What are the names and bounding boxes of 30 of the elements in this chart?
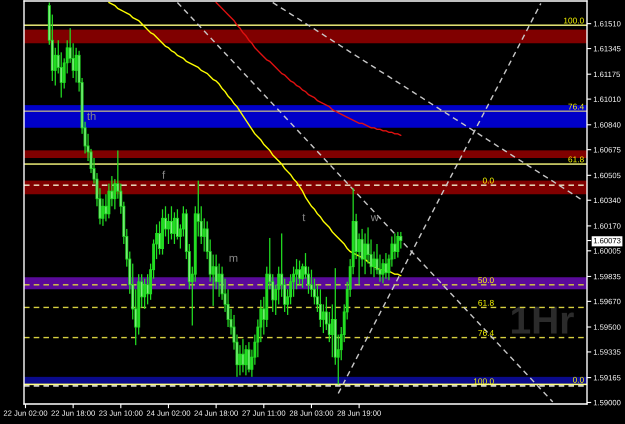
annotation: th	[87, 112, 96, 120]
annotation: 61.8	[478, 300, 494, 306]
candlestick	[241, 338, 244, 373]
annotation: 100.0	[564, 18, 584, 24]
candlestick	[247, 341, 250, 373]
annotation: f	[162, 170, 166, 179]
candlestick	[143, 278, 146, 310]
annotation: m	[230, 256, 238, 262]
candlestick	[158, 220, 161, 256]
candlestick	[167, 213, 170, 245]
candlestick	[238, 344, 242, 376]
annotation: 100.0	[474, 378, 494, 384]
line-series	[108, 2, 402, 276]
annotation: 0.0	[482, 178, 494, 184]
annotation: 0.0	[572, 376, 584, 383]
annotation: 76.4	[478, 330, 494, 336]
candlestick	[384, 252, 388, 280]
candlestick	[170, 206, 173, 240]
candlestick	[372, 250, 376, 278]
candlestick	[146, 274, 150, 306]
line-series	[215, 2, 402, 136]
candlestick	[396, 231, 400, 258]
candlestick	[104, 194, 108, 222]
candlestick	[298, 260, 302, 286]
annotation: 76.4	[568, 104, 584, 110]
annotation: 61.8	[568, 156, 584, 162]
annotation: t	[302, 214, 306, 222]
annotation: w	[370, 215, 379, 222]
candlestick	[101, 198, 104, 227]
annotation: 50.0	[478, 277, 494, 284]
